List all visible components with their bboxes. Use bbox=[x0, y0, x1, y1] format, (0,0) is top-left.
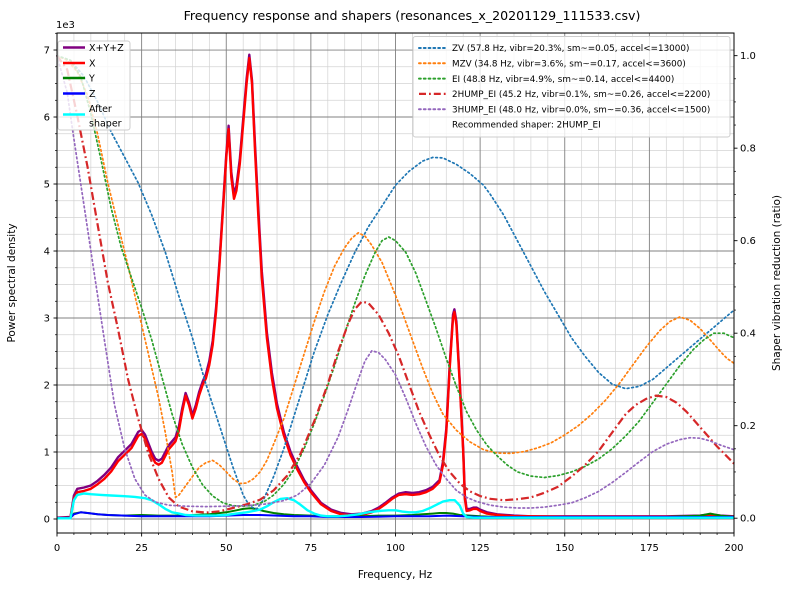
x-tick-label: 75 bbox=[305, 543, 318, 554]
legend-psd-label: X+Y+Z bbox=[89, 43, 124, 54]
y-right-axis-label: Shaper vibration reduction (ratio) bbox=[771, 195, 783, 371]
series-3hump-ei bbox=[56, 54, 735, 509]
legend-psd-label: After bbox=[89, 104, 112, 115]
legend-shaper-label: 2HUMP_EI (45.2 Hz, vibr=0.1%, sm~=0.26, … bbox=[452, 90, 710, 100]
series-mzv bbox=[56, 54, 735, 499]
x-tick-label: 150 bbox=[555, 543, 574, 554]
y-left-tick-label: 7 bbox=[44, 46, 50, 57]
y-left-tick-label: 1 bbox=[44, 448, 50, 459]
legend-shaper-label: 3HUMP_EI (48.0 Hz, vibr=0.0%, sm~=0.36, … bbox=[452, 105, 710, 115]
y-left-offset-text: 1e3 bbox=[56, 20, 75, 31]
y-left-tick-label: 0 bbox=[44, 514, 50, 525]
y-right-tick-label: 1.0 bbox=[740, 51, 756, 62]
series-x bbox=[56, 56, 735, 520]
y-left-tick-label: 6 bbox=[44, 113, 50, 124]
legend-shaper-label: ZV (57.8 Hz, vibr=20.3%, sm~=0.05, accel… bbox=[452, 44, 689, 54]
x-tick-label: 175 bbox=[640, 543, 659, 554]
y-left-tick-label: 5 bbox=[44, 180, 50, 191]
y-left-tick-label: 4 bbox=[44, 247, 50, 258]
x-tick-label: 0 bbox=[54, 543, 60, 554]
x-tick-label: 100 bbox=[386, 543, 405, 554]
x-tick-label: 200 bbox=[724, 543, 743, 554]
x-tick-label: 50 bbox=[220, 543, 233, 554]
tick-labels: 0 25 50 75 100 125 150 175 200 0 1 2 3 4 5 6 7 0.0 0.2 0.4 0… bbox=[44, 46, 756, 554]
x-axis-label: Frequency, Hz bbox=[358, 569, 433, 581]
series-ei bbox=[56, 54, 735, 508]
legend-shapers: ZV (57.8 Hz, vibr=20.3%, sm~=0.05, accel… bbox=[412, 36, 731, 138]
legend-psd-box bbox=[57, 40, 131, 131]
y-right-tick-label: 0.8 bbox=[740, 144, 756, 155]
legend-psd-label: Y bbox=[88, 73, 95, 84]
chart-title: Frequency response and shapers (resonanc… bbox=[184, 8, 641, 23]
y-left-tick-label: 2 bbox=[44, 381, 50, 392]
y-left-tick-label: 3 bbox=[44, 314, 50, 325]
legend-psd: X+Y+Z XYZ After shaper bbox=[57, 40, 131, 131]
series-lines bbox=[56, 53, 735, 520]
legend-recommended-shaper: Recommended shaper: 2HUMP_EI bbox=[452, 121, 601, 131]
y-left-axis-label: Power spectral density bbox=[6, 223, 18, 342]
legend-shapers-box bbox=[412, 36, 731, 138]
legend-shaper-label: EI (48.8 Hz, vibr=4.9%, sm~=0.14, accel<… bbox=[452, 75, 674, 85]
legend-psd-label: shaper bbox=[89, 119, 122, 130]
series-2hump-ei bbox=[56, 55, 735, 514]
y-right-tick-label: 0.2 bbox=[740, 421, 756, 432]
x-tick-label: 125 bbox=[471, 543, 490, 554]
x-tick-label: 25 bbox=[135, 543, 148, 554]
legend-psd-label: Z bbox=[89, 89, 96, 100]
tick-marks bbox=[53, 32, 738, 537]
y-right-tick-label: 0.0 bbox=[740, 514, 756, 525]
series-zv bbox=[56, 54, 735, 510]
legend-psd-label: X bbox=[89, 58, 96, 69]
legend-shaper-label: MZV (34.8 Hz, vibr=3.6%, sm~=0.17, accel… bbox=[452, 60, 686, 70]
y-right-tick-label: 0.4 bbox=[740, 329, 756, 340]
series-after-shaper bbox=[57, 492, 734, 520]
y-right-tick-label: 0.6 bbox=[740, 236, 756, 247]
